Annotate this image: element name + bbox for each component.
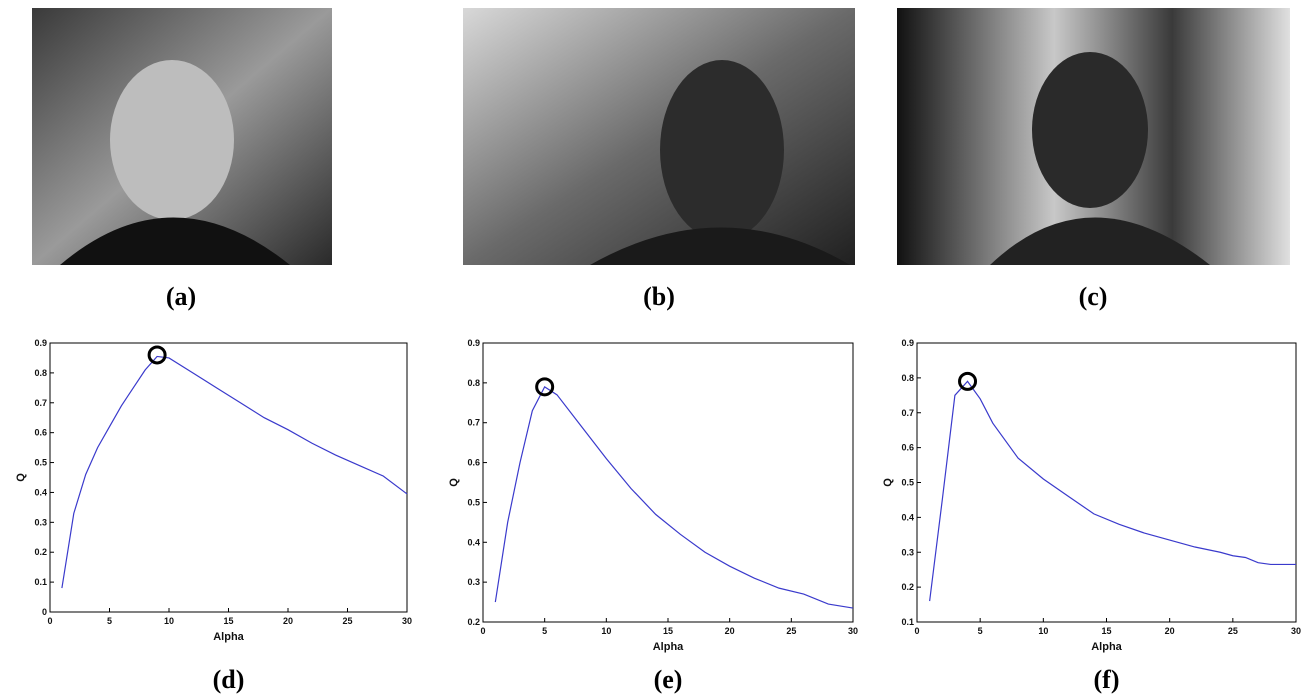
x-tick-label: 30 [1291,626,1301,636]
y-axis-label: Q [448,478,460,487]
y-tick-label: 0.7 [901,408,914,418]
x-tick-label: 5 [978,626,983,636]
x-tick-label: 25 [342,616,352,626]
peak-marker [535,377,555,397]
plot-frame [49,342,408,613]
y-tick-label: 0.4 [901,512,914,522]
x-tick-label: 10 [1038,626,1048,636]
y-tick-label: 0.4 [467,537,480,547]
y-tick-label: 0.2 [467,617,480,627]
line-series [61,355,408,589]
y-tick-label: 0.3 [34,517,47,527]
peak-marker [147,345,167,365]
y-tick-label: 0.6 [467,458,480,468]
y-axis-label: Q [15,473,27,482]
y-tick-label: 0.6 [901,443,914,453]
x-tick-label: 0 [47,616,52,626]
y-tick-label: 0.9 [901,338,914,348]
y-tick-label: 0.8 [34,368,47,378]
caption: (c) [1079,282,1108,311]
x-axis-label: Alpha [213,631,244,643]
x-tick-label: 15 [223,616,233,626]
caption: (b) [643,282,675,311]
x-tick-label: 0 [914,626,919,636]
x-tick-label: 15 [1101,626,1111,636]
y-tick-label: 0.3 [467,577,480,587]
x-tick-label: 10 [601,626,611,636]
y-tick-label: 0.7 [34,398,47,408]
y-tick-label: 0.2 [34,547,47,557]
photo [32,8,332,265]
y-tick-label: 0 [42,607,47,617]
x-tick-label: 5 [107,616,112,626]
x-tick-label: 20 [1165,626,1175,636]
y-tick-label: 0.1 [34,577,47,587]
y-tick-label: 0.4 [34,487,47,497]
x-axis-label: Alpha [1091,641,1122,653]
caption: (f) [1094,665,1120,694]
caption: (e) [654,665,683,694]
plot-frame [482,342,854,623]
peak-marker [958,371,978,391]
y-tick-label: 0.5 [467,497,480,507]
x-tick-label: 25 [786,626,796,636]
x-tick-label: 5 [542,626,547,636]
y-tick-label: 0.1 [901,617,914,627]
y-tick-label: 0.8 [467,378,480,388]
x-tick-label: 30 [848,626,858,636]
caption: (d) [213,665,245,694]
photo [463,8,855,265]
x-tick-label: 10 [164,616,174,626]
y-tick-label: 0.6 [34,428,47,438]
x-tick-label: 20 [283,616,293,626]
y-tick-label: 0.2 [901,582,914,592]
y-tick-label: 0.8 [901,373,914,383]
x-tick-label: 30 [402,616,412,626]
y-tick-label: 0.5 [34,458,47,468]
y-tick-label: 0.5 [901,478,914,488]
y-tick-label: 0.7 [467,418,480,428]
x-tick-label: 25 [1228,626,1238,636]
photo [897,8,1290,265]
x-tick-label: 20 [725,626,735,636]
y-tick-label: 0.3 [901,547,914,557]
x-tick-label: 0 [480,626,485,636]
y-axis-label: Q [882,478,894,487]
line-series [494,385,854,609]
x-axis-label: Alpha [653,641,684,653]
caption: (a) [166,282,196,311]
x-tick-label: 15 [663,626,673,636]
y-tick-label: 0.9 [34,338,47,348]
y-tick-label: 0.9 [467,338,480,348]
line-series [929,380,1296,602]
